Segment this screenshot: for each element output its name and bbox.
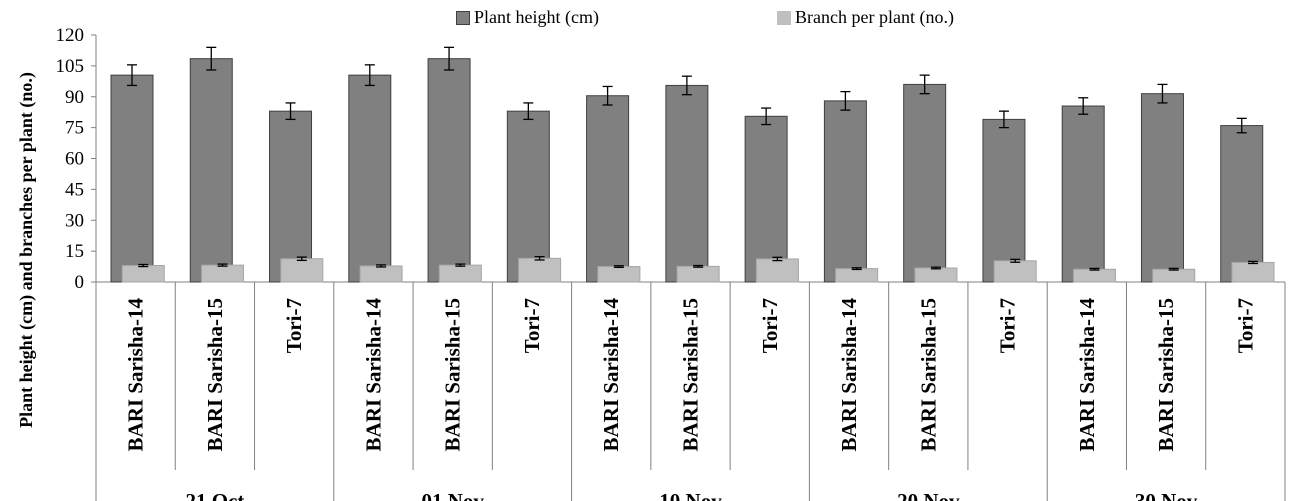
legend-label-branch-per-plant: Branch per plant (no.) (795, 7, 954, 27)
bar-plant-height (506, 110, 550, 283)
legend-item-branch-per-plant: Branch per plant (no.) (777, 7, 954, 28)
category-label: BARI Sarisha-14 (361, 298, 385, 452)
y-tick-label: 120 (56, 25, 85, 46)
bar-plant-height (744, 115, 788, 283)
bar-branch-per-plant (359, 265, 403, 283)
bar-plant-height (269, 110, 313, 283)
category-label: BARI Sarisha-14 (599, 298, 623, 452)
bar-plant-height (110, 74, 154, 283)
y-tick-label: 60 (65, 149, 84, 170)
legend: Plant height (cm) Branch per plant (no.) (0, 7, 1296, 33)
group-label: 30 Nov (1135, 489, 1198, 501)
category-label: BARI Sarisha-14 (124, 298, 148, 452)
bar-branch-per-plant (1072, 268, 1116, 283)
bar-branch-per-plant (597, 266, 641, 283)
y-tick-label: 30 (65, 210, 84, 231)
group-label: 10 Nov (659, 489, 722, 501)
category-label: BARI Sarisha-15 (916, 298, 940, 451)
bar-branch-per-plant (1231, 261, 1275, 283)
category-label: Tori-7 (520, 298, 544, 353)
bar-branch-per-plant (1152, 268, 1196, 283)
bar-plant-height (903, 83, 947, 283)
bar-plant-height (982, 118, 1026, 283)
category-label: BARI Sarisha-15 (1154, 298, 1178, 451)
bar-plant-height (189, 58, 233, 283)
y-tick-label: 45 (65, 179, 84, 200)
bar-branch-per-plant (914, 267, 958, 283)
legend-label-plant-height: Plant height (cm) (474, 7, 599, 27)
bar-branch-per-plant (280, 258, 324, 283)
category-label: BARI Sarisha-14 (1075, 298, 1099, 452)
group-label: 20 Nov (897, 489, 960, 501)
y-tick-label: 90 (65, 87, 84, 108)
y-tick-label: 0 (75, 272, 85, 293)
y-tick-label: 15 (65, 241, 84, 262)
legend-swatch-plant-height (456, 10, 470, 25)
bar-plant-height (1061, 105, 1105, 283)
bar-branch-per-plant (201, 264, 245, 283)
bar-branch-per-plant (518, 257, 562, 283)
category-label: BARI Sarisha-14 (837, 298, 861, 452)
category-label: Tori-7 (996, 298, 1020, 353)
y-tick-label: 105 (56, 56, 85, 77)
category-label: Tori-7 (758, 298, 782, 353)
bar-plant-height (823, 100, 867, 283)
legend-swatch-branch-per-plant (777, 10, 791, 25)
category-label: BARI Sarisha-15 (203, 298, 227, 451)
bar-plant-height (348, 74, 392, 283)
y-tick-label: 75 (65, 118, 84, 139)
bar-branch-per-plant (438, 264, 482, 283)
bar-plant-height (1220, 125, 1264, 283)
bar-plant-height (586, 95, 630, 283)
bar-branch-per-plant (755, 258, 799, 283)
bar-plant-height (427, 58, 471, 283)
category-label: Tori-7 (282, 298, 306, 353)
category-label: BARI Sarisha-15 (441, 298, 465, 451)
bar-branch-per-plant (121, 265, 165, 283)
bar-plant-height (1140, 93, 1184, 283)
group-label: 21 Oct (185, 489, 244, 501)
group-label: 01 Nov (421, 489, 484, 501)
legend-item-plant-height: Plant height (cm) (456, 7, 599, 28)
bar-branch-per-plant (835, 268, 879, 283)
category-label: Tori-7 (1233, 298, 1257, 353)
category-label: BARI Sarisha-15 (679, 298, 703, 451)
bar-branch-per-plant (993, 260, 1037, 283)
bar-plant-height (665, 84, 709, 283)
bar-branch-per-plant (676, 265, 720, 283)
